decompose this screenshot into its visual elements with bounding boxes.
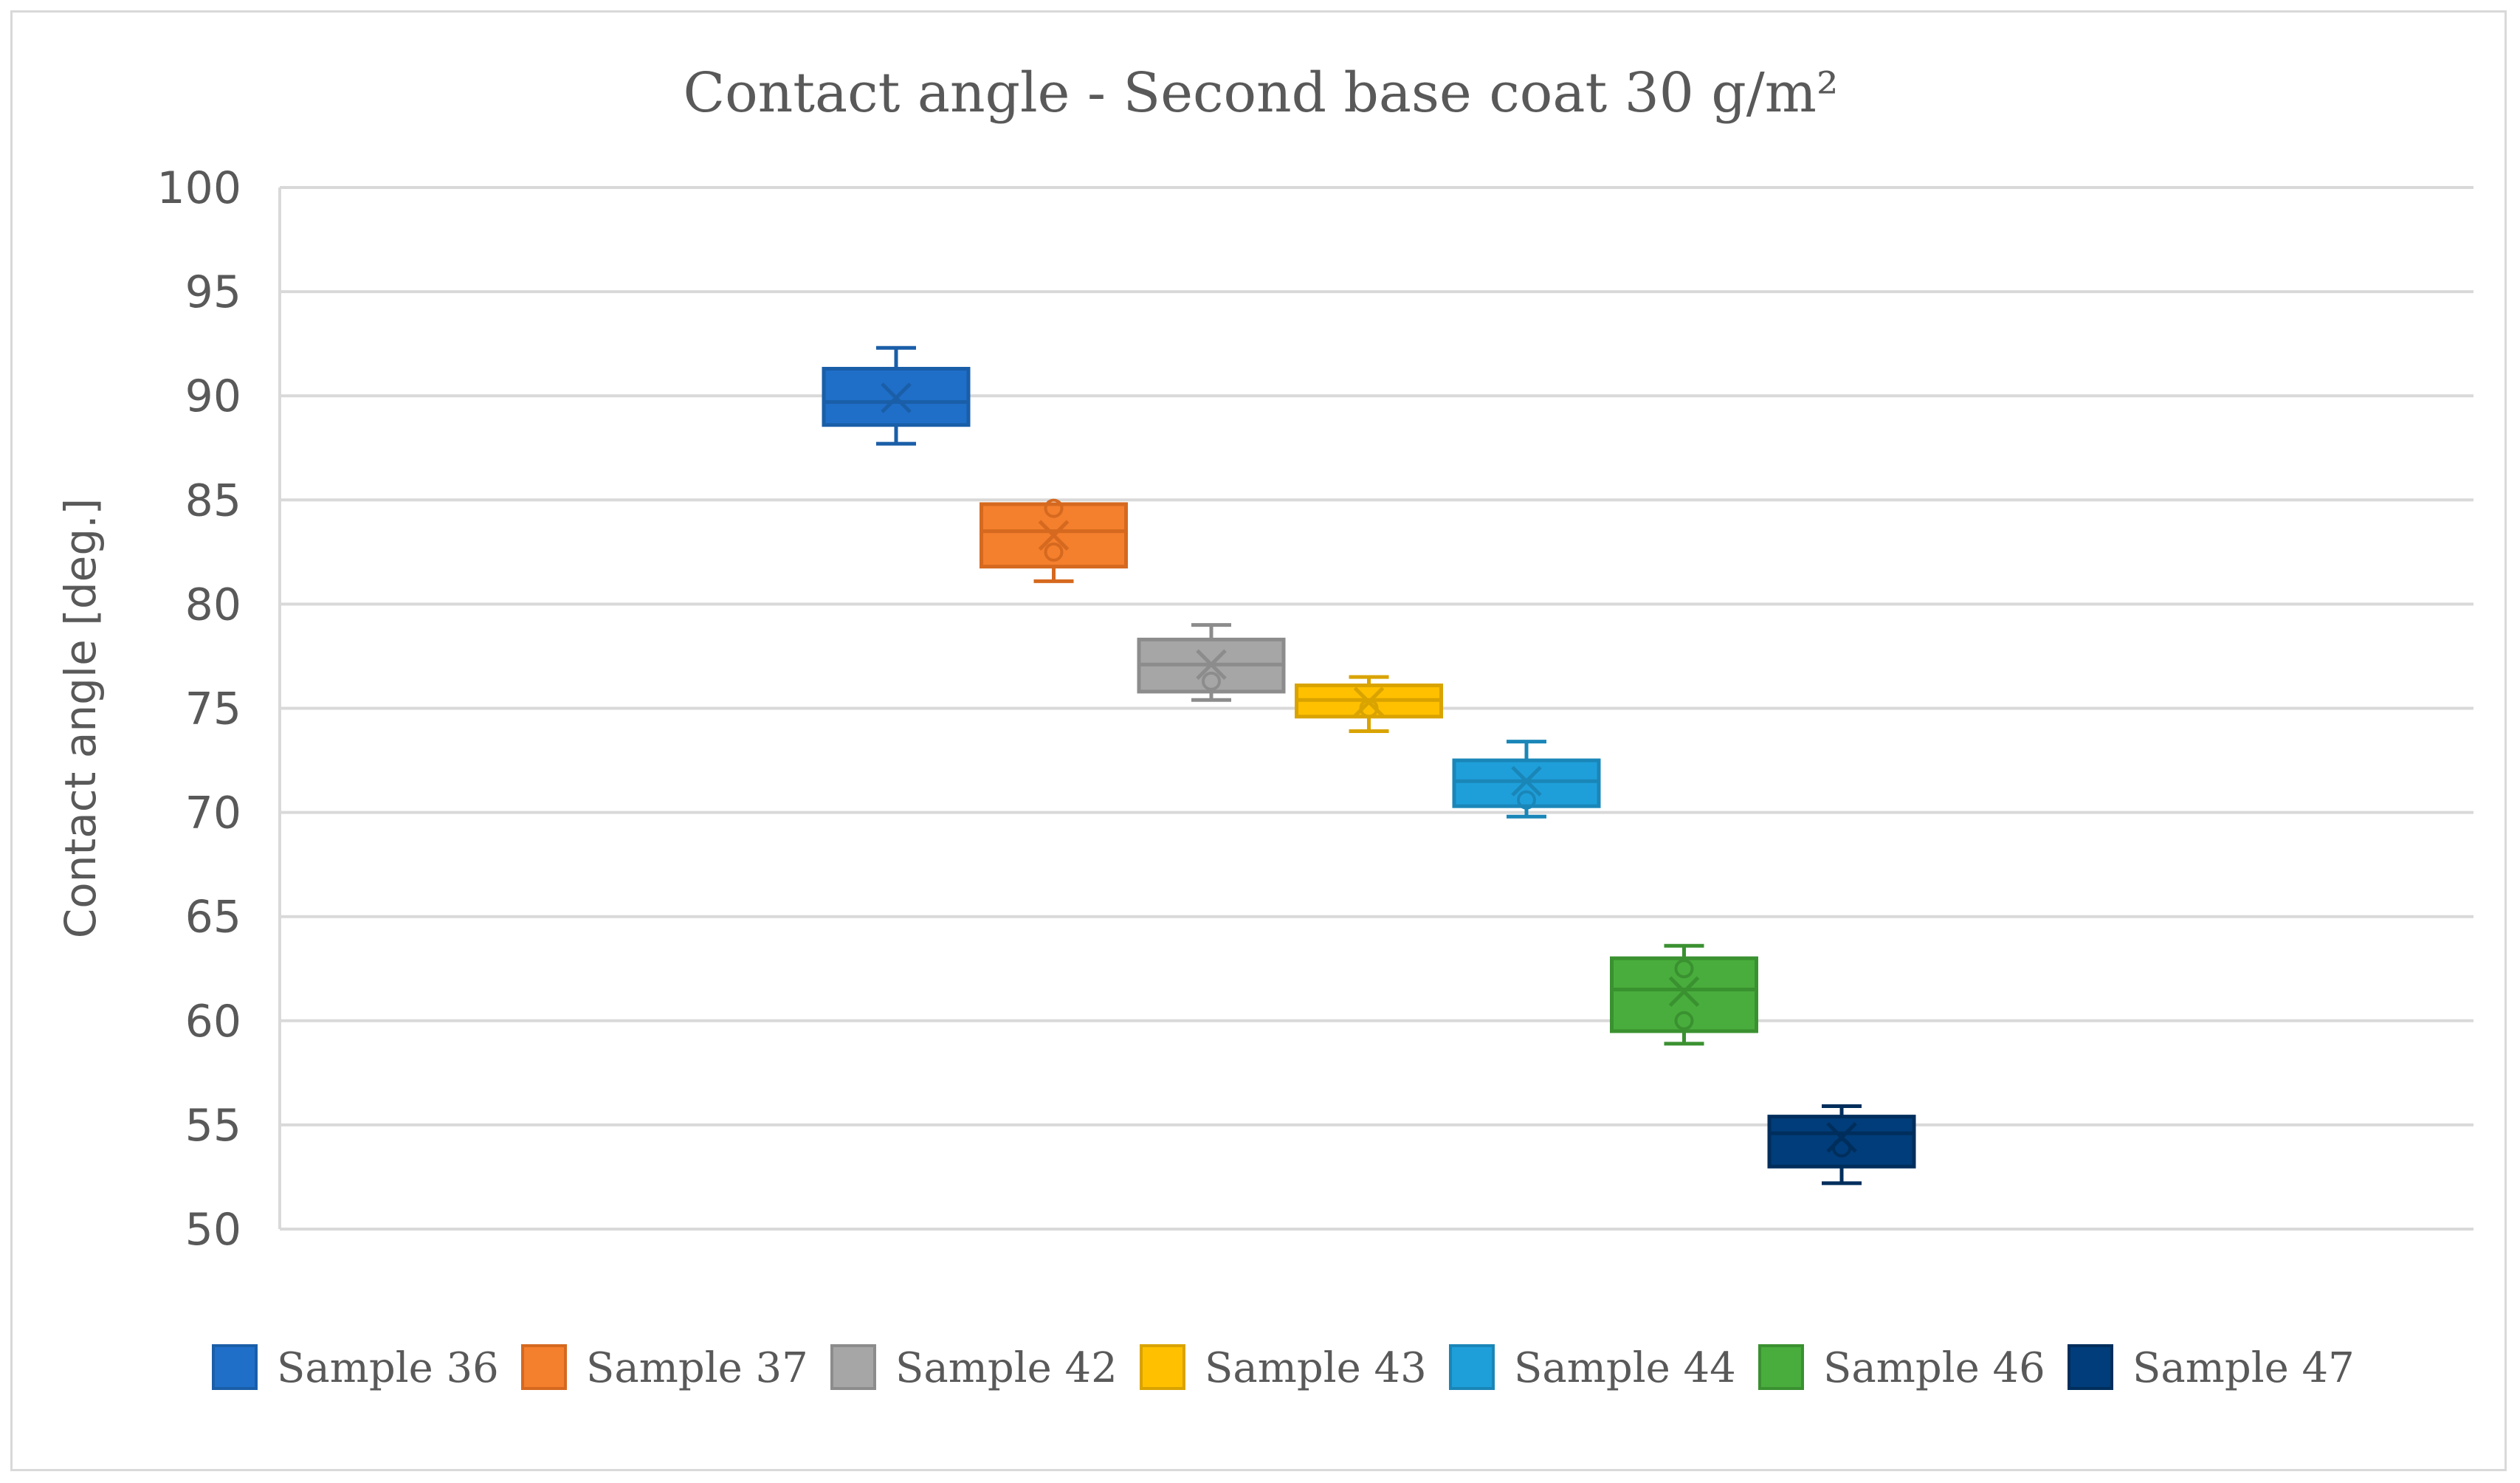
mean-marker (1353, 687, 1385, 718)
y-tick-labels: 50 55 60 65 70 75 80 85 90 95 100 (156, 162, 241, 1256)
mean-marker (1826, 1122, 1857, 1153)
box-sample-37 (980, 498, 1128, 583)
y-tick-label: 55 (185, 1100, 241, 1152)
chart-canvas: Contact angle - Second base coat 30 g/m²… (55, 61, 2473, 1392)
legend-swatch (212, 1344, 258, 1390)
legend-item: Sample 44 (1449, 1344, 1736, 1392)
legend-item: Sample 37 (521, 1344, 808, 1392)
mean-marker (1511, 765, 1542, 797)
y-tick-label: 80 (185, 579, 241, 630)
data-point (1044, 542, 1064, 562)
mean-marker (881, 382, 912, 413)
box-sample-42 (1137, 623, 1286, 702)
data-point (1044, 498, 1064, 518)
y-tick-label: 100 (156, 162, 241, 214)
mean-marker (1038, 520, 1070, 551)
legend-label: Sample 43 (1205, 1344, 1427, 1392)
legend: Sample 36 Sample 37 Sample 42 Sample 43 Samp… (212, 1344, 2355, 1392)
legend-label: Sample 42 (895, 1344, 1118, 1392)
legend-item: Sample 47 (2068, 1344, 2355, 1392)
box-sample-36 (822, 345, 971, 446)
legend-swatch (1140, 1344, 1185, 1390)
legend-label: Sample 36 (277, 1344, 499, 1392)
data-point (1674, 1011, 1694, 1030)
legend-swatch (1758, 1344, 1804, 1390)
legend-label: Sample 46 (1823, 1344, 2045, 1392)
mean-marker (1668, 976, 1700, 1008)
y-tick-label: 85 (185, 475, 241, 526)
y-tick-label: 60 (185, 996, 241, 1047)
legend-swatch (2068, 1344, 2113, 1390)
box-plots (822, 345, 1916, 1186)
legend-swatch (830, 1344, 876, 1390)
legend-item: Sample 36 (212, 1344, 499, 1392)
y-tick-label: 95 (185, 266, 241, 318)
mean-marker (1196, 649, 1227, 681)
legend-label: Sample 47 (2132, 1344, 2355, 1392)
box-iqr (1767, 1115, 1916, 1169)
legend-swatch (1449, 1344, 1495, 1390)
y-tick-label: 90 (185, 371, 241, 422)
box-sample-47 (1767, 1104, 1916, 1186)
box-sample-46 (1610, 943, 1758, 1046)
legend-item: Sample 42 (830, 1344, 1118, 1392)
legend-swatch (521, 1344, 567, 1390)
box-sample-44 (1452, 740, 1601, 819)
y-tick-label: 75 (185, 684, 241, 735)
data-point (1674, 959, 1694, 979)
y-tick-label: 65 (185, 892, 241, 943)
legend-item: Sample 43 (1140, 1344, 1427, 1392)
legend-item: Sample 46 (1758, 1344, 2045, 1392)
box-sample-43 (1295, 675, 1443, 734)
y-axis-title: Contact angle [deg.] (55, 498, 106, 938)
box-iqr (1610, 956, 1758, 1033)
chart-title: Contact angle - Second base coat 30 g/m² (683, 61, 1838, 125)
data-point (1517, 790, 1536, 810)
y-tick-label: 70 (185, 788, 241, 839)
chart-area: Contact angle - Second base coat 30 g/m²… (10, 10, 2507, 1471)
box-iqr (980, 502, 1128, 569)
data-point (1202, 671, 1221, 691)
legend-label: Sample 37 (586, 1344, 808, 1392)
legend-label: Sample 44 (1514, 1344, 1736, 1392)
y-tick-label: 50 (185, 1204, 241, 1256)
